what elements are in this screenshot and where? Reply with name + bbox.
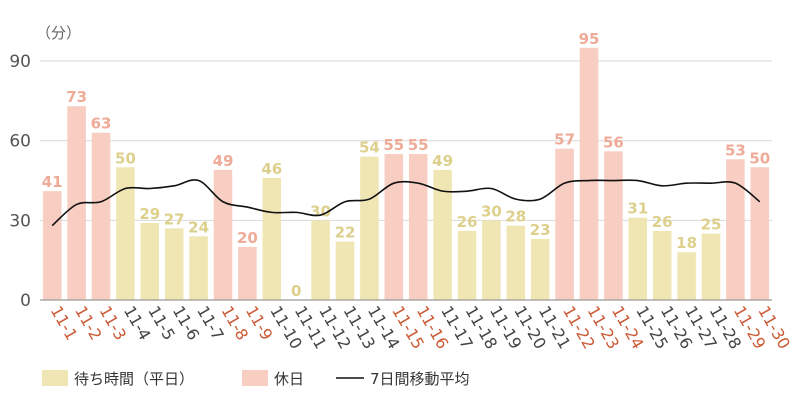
bar-value-label: 26	[457, 213, 478, 231]
legend: 待ち時間（平日） 休日 7日間移動平均	[42, 370, 470, 388]
bar-value-label: 26	[652, 213, 673, 231]
bar-value-label: 27	[164, 210, 185, 228]
bar-value-label: 53	[725, 141, 746, 159]
bar-value-label: 57	[554, 131, 575, 149]
bar-value-label: 55	[383, 136, 404, 154]
bar-value-label: 63	[91, 115, 112, 133]
bar-11-9	[238, 246, 257, 300]
bar-value-label: 55	[408, 136, 429, 154]
bar-value-label: 23	[530, 221, 551, 239]
bar-11-12	[311, 220, 330, 300]
bar-value-label: 0	[291, 282, 301, 300]
bar-value-label: 29	[139, 205, 160, 223]
y-tick-label: 90	[9, 52, 31, 72]
bar-11-20	[506, 225, 526, 300]
y-unit-label: （分）	[36, 24, 81, 42]
bar-value-label: 95	[579, 30, 600, 48]
bar-11-24	[604, 151, 623, 300]
bar-11-18	[457, 230, 477, 300]
bars	[42, 47, 770, 301]
legend-label-weekday: 待ち時間（平日）	[74, 370, 194, 388]
bar-11-26	[652, 230, 672, 300]
bar-value-label: 50	[749, 149, 770, 167]
bar-value-label: 20	[237, 229, 258, 247]
bar-value-label: 24	[188, 218, 209, 236]
y-tick-label: 60	[9, 132, 31, 152]
bar-value-label: 46	[261, 160, 282, 178]
y-tick-label: 0	[20, 291, 31, 311]
bar-11-16	[408, 153, 428, 300]
bar-11-28	[701, 233, 721, 300]
bar-11-2	[67, 106, 86, 300]
moving-average-line	[51, 179, 761, 227]
bar-value-label: 49	[213, 152, 234, 170]
bar-11-6	[164, 228, 184, 300]
bar-11-4	[116, 167, 135, 300]
bar-11-14	[360, 156, 379, 300]
bar-value-label: 30	[481, 202, 502, 220]
bar-value-label: 54	[359, 139, 380, 157]
y-tick-label: 30	[9, 211, 31, 231]
bar-11-19	[482, 220, 501, 300]
bar-value-label: 18	[676, 234, 697, 252]
bar-value-label: 28	[505, 208, 526, 226]
bar-11-7	[189, 236, 208, 300]
bar-value-label: 49	[432, 152, 453, 170]
grid-lines	[40, 60, 772, 221]
bar-value-label: 25	[701, 216, 722, 234]
bar-11-17	[433, 169, 452, 300]
bar-11-3	[91, 132, 111, 300]
bar-value-label: 50	[115, 149, 136, 167]
bar-11-5	[140, 223, 160, 300]
legend-label-moving-average: 7日間移動平均	[370, 370, 470, 388]
bar-11-30	[750, 167, 770, 300]
bar-value-label: 56	[603, 133, 624, 151]
bar-11-13	[335, 241, 355, 300]
legend-swatch-holiday	[242, 370, 268, 386]
bar-11-23	[579, 47, 599, 301]
bar-11-29	[726, 159, 745, 300]
bar-11-25	[628, 217, 648, 300]
bar-11-27	[677, 252, 696, 300]
bar-value-label: 31	[627, 200, 648, 218]
bar-value-label: 22	[335, 224, 356, 242]
x-tick-labels: 11-111-211-311-411-511-611-711-811-911-1…	[47, 303, 794, 353]
bar-11-1	[42, 191, 62, 300]
legend-label-holiday: 休日	[274, 370, 304, 388]
bar-value-label: 41	[42, 173, 63, 191]
bar-11-15	[384, 153, 404, 300]
y-tick-labels: 0 30 60 90	[9, 52, 31, 311]
bar-11-21	[530, 238, 550, 300]
legend-swatch-weekday	[42, 370, 68, 386]
bar-11-22	[555, 148, 574, 300]
bar-11-10	[262, 177, 282, 300]
bar-value-label: 73	[66, 88, 87, 106]
bar-11-8	[213, 169, 233, 300]
